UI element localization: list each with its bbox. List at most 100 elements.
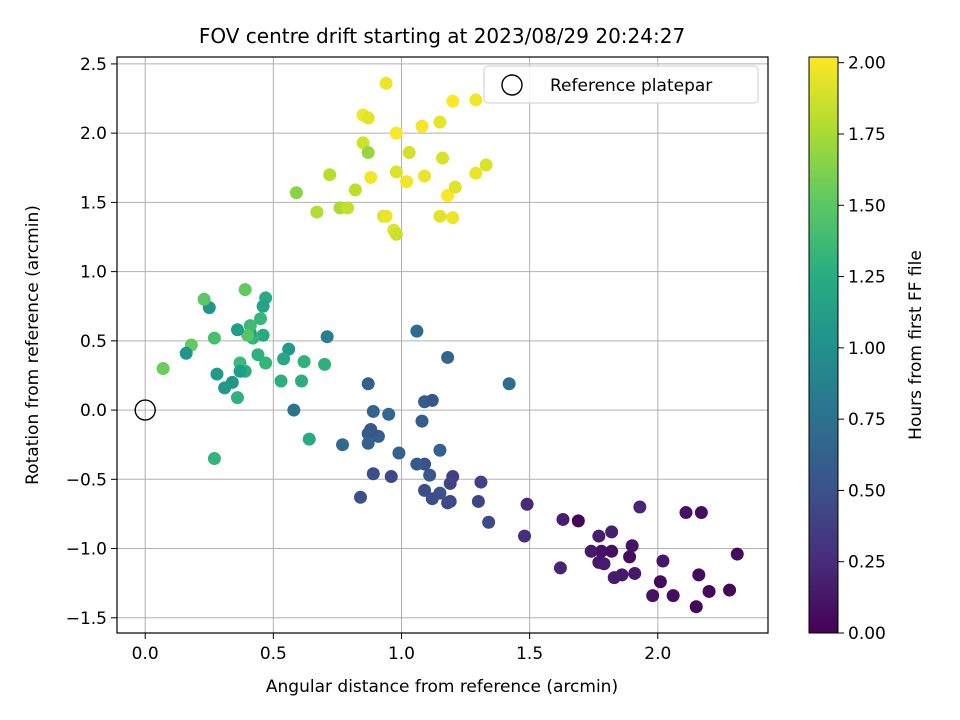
data-point: [607, 571, 621, 585]
data-point: [730, 547, 744, 561]
data-point: [379, 76, 393, 90]
data-point: [592, 529, 606, 543]
data-point: [469, 166, 483, 180]
x-tick-label: 1.5: [516, 644, 543, 664]
data-point: [297, 355, 311, 369]
data-point: [353, 490, 367, 504]
legend: Reference platepar: [483, 65, 759, 104]
data-point: [425, 492, 439, 506]
data-point: [320, 330, 334, 344]
data-point: [418, 483, 432, 497]
x-axis-label: Angular distance from reference (arcmin): [266, 677, 618, 697]
y-tick-label: −1.5: [66, 609, 107, 629]
data-point: [633, 500, 647, 514]
data-point: [556, 512, 570, 526]
grid: [117, 57, 768, 633]
data-point: [584, 544, 598, 558]
data-point: [402, 146, 416, 160]
data-point: [302, 432, 316, 446]
data-point: [207, 331, 221, 345]
data-point: [446, 94, 460, 108]
data-point: [666, 589, 680, 603]
reference-marker: [134, 399, 156, 421]
data-point: [356, 136, 370, 150]
data-point: [364, 170, 378, 184]
data-point: [361, 436, 375, 450]
data-point: [415, 414, 429, 428]
data-point: [361, 377, 375, 391]
y-axis-label: Rotation from reference (arcmin): [23, 205, 43, 485]
data-point: [471, 494, 485, 508]
data-point: [423, 468, 437, 482]
data-point: [448, 180, 462, 194]
legend-label: Reference platepar: [550, 76, 712, 96]
data-point: [256, 299, 270, 313]
y-tick-label: 2.5: [80, 55, 107, 75]
data-point: [443, 476, 457, 490]
data-point: [518, 529, 532, 543]
data-point: [425, 393, 439, 407]
plot-frame: [116, 56, 769, 634]
data-point: [230, 391, 244, 405]
data-point: [520, 497, 534, 511]
colorbar-ticks: 0.00 0.25 0.50 0.75 1.00 1.25 1.50 1.75 2.00: [838, 54, 886, 644]
data-point: [623, 550, 637, 564]
data-point: [179, 346, 193, 360]
data-point: [366, 467, 380, 481]
data-point: [392, 446, 406, 460]
x-tick-label: 2.0: [644, 644, 671, 664]
data-point: [207, 452, 221, 466]
data-point: [318, 357, 332, 371]
data-point: [289, 186, 303, 200]
data-point: [410, 457, 424, 471]
data-point: [692, 568, 706, 582]
data-point: [433, 115, 447, 129]
data-point: [259, 356, 273, 370]
colorbar-tick-label: 2.00: [848, 54, 886, 74]
data-point: [282, 342, 296, 356]
colorbar-tick-label: 0.50: [848, 481, 886, 501]
data-point: [384, 470, 398, 484]
data-point: [594, 544, 608, 558]
data-point: [233, 364, 247, 378]
y-tick-label: 2.0: [80, 124, 107, 144]
data-point: [553, 561, 567, 575]
data-point: [441, 188, 455, 202]
y-tick-label: 0.5: [80, 332, 107, 352]
data-point: [479, 158, 493, 172]
data-point: [251, 348, 265, 362]
y-tick-label: 0.0: [80, 401, 107, 421]
y-tick-label: 1.5: [80, 193, 107, 213]
colorbar: [808, 56, 839, 634]
data-point: [254, 312, 268, 326]
data-point: [502, 377, 516, 391]
data-point: [400, 175, 414, 189]
data-point: [653, 575, 667, 589]
data-point: [482, 515, 496, 529]
colorbar-tick-label: 0.25: [848, 553, 886, 573]
legend-box: [483, 65, 759, 104]
colorbar-tick-label: 0.75: [848, 410, 886, 430]
data-point: [287, 403, 301, 417]
data-point: [441, 496, 455, 510]
y-tick-label: −0.5: [66, 470, 107, 490]
data-point: [238, 283, 252, 297]
data-point: [156, 362, 170, 376]
data-point: [597, 557, 611, 571]
data-point: [274, 374, 288, 388]
data-point: [433, 209, 447, 223]
data-point: [415, 119, 429, 133]
data-point: [295, 374, 309, 388]
data-point: [389, 165, 403, 179]
data-point: [446, 211, 460, 225]
data-point: [702, 584, 716, 598]
data-point: [310, 205, 324, 219]
y-axis-ticks: −1.5 −1.0 −0.5 0.0 0.5 1.0 1.5 2.0 2.5: [66, 55, 117, 629]
data-point: [197, 292, 211, 306]
data-point: [323, 168, 337, 182]
data-point: [361, 146, 375, 160]
colorbar-tick-label: 1.75: [848, 125, 886, 145]
data-point: [277, 352, 291, 366]
data-point: [418, 169, 432, 183]
